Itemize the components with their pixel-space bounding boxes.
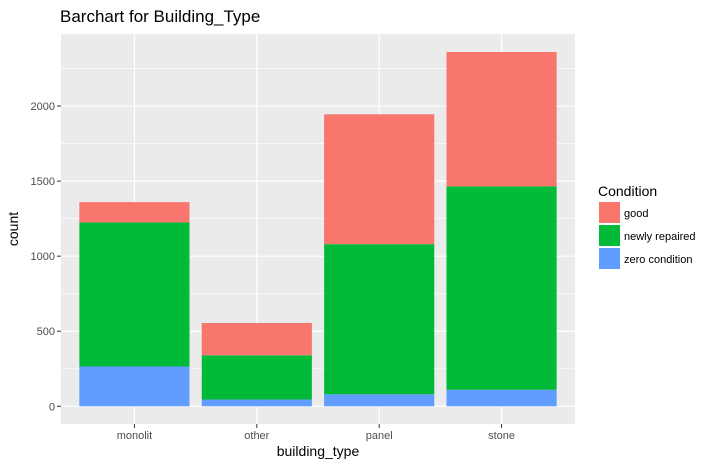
x-tick-label: panel xyxy=(366,430,393,442)
legend-label: zero condition xyxy=(624,254,693,266)
bar-monolit-newly-repaired xyxy=(79,222,190,367)
y-tick-label: 500 xyxy=(37,326,55,338)
x-tick-label: other xyxy=(244,430,269,442)
x-axis-ticks: monolit other panel stone xyxy=(117,424,515,442)
legend-label: newly repaired xyxy=(624,231,696,243)
y-tick-label: 0 xyxy=(49,401,55,413)
x-tick-label: monolit xyxy=(117,430,152,442)
bar-other-zero-condition xyxy=(201,399,312,407)
y-axis-title: count xyxy=(5,212,21,246)
legend-key-newly-repaired xyxy=(599,225,620,246)
legend-title: Condition xyxy=(598,183,657,199)
bar-monolit-good xyxy=(79,202,190,223)
bar-other-newly-repaired xyxy=(201,355,312,400)
y-tick-label: 2000 xyxy=(31,101,55,113)
bar-other-good xyxy=(201,322,312,356)
legend-key-zero-condition xyxy=(599,248,620,269)
x-axis-title: building_type xyxy=(277,443,360,459)
legend-label: good xyxy=(624,208,648,220)
bars xyxy=(79,52,557,407)
bar-panel-good xyxy=(324,114,435,245)
y-axis-ticks: 0 500 1000 1500 2000 xyxy=(31,101,61,413)
legend-items: good newly repaired zero condition xyxy=(599,202,696,269)
x-tick-label: stone xyxy=(488,430,515,442)
bar-panel-newly-repaired xyxy=(324,244,435,395)
bar-stone-newly-repaired xyxy=(446,186,557,390)
bar-panel-zero-condition xyxy=(324,394,435,407)
bar-stone-zero-condition xyxy=(446,389,557,407)
bar-monolit-zero-condition xyxy=(79,366,190,407)
legend-key-good xyxy=(599,202,620,223)
y-tick-label: 1500 xyxy=(31,176,55,188)
y-tick-label: 1000 xyxy=(31,251,55,263)
bar-stone-good xyxy=(446,52,557,187)
legend: Condition good newly repaired zero conditi… xyxy=(598,183,696,269)
chart-title: Barchart for Building_Type xyxy=(60,7,260,26)
